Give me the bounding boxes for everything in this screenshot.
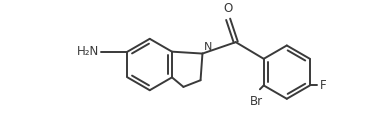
Text: F: F (321, 79, 327, 92)
Text: H₂N: H₂N (77, 45, 99, 58)
Text: Br: Br (250, 95, 263, 108)
Text: O: O (223, 2, 233, 15)
Text: N: N (204, 42, 212, 52)
